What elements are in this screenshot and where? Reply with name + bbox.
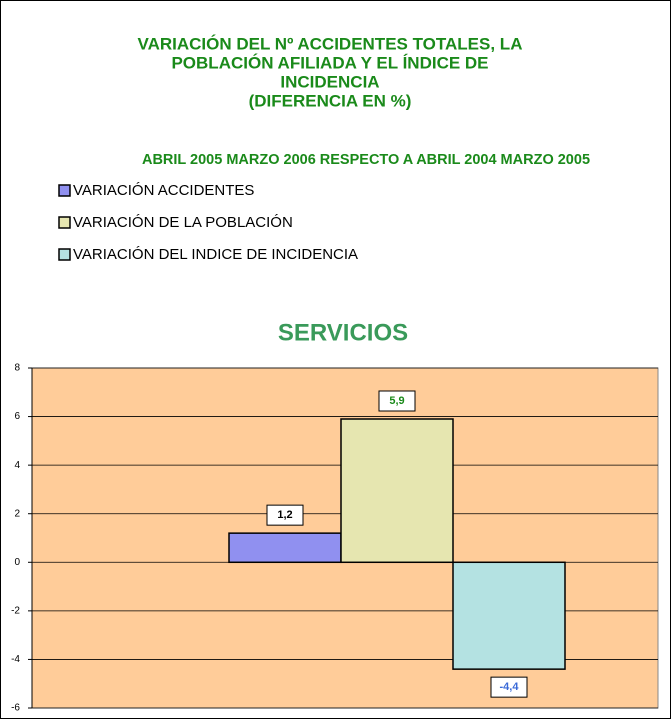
y-tick-label: -4: [11, 654, 20, 665]
legend-swatch: [58, 184, 71, 197]
y-tick-label: 6: [14, 411, 20, 422]
y-tick-label: 8: [14, 363, 20, 374]
y-tick-label: -2: [11, 605, 20, 616]
title-line: VARIACIÓN DEL Nº ACCIDENTES TOTALES, LA: [138, 34, 523, 53]
chart-title: SERVICIOS: [278, 319, 408, 346]
y-tick-label: 4: [14, 460, 20, 471]
value-label-box: [378, 390, 416, 412]
y-tick-label: 2: [14, 508, 20, 519]
title-line: (DIFERENCIA EN %): [249, 91, 412, 110]
subtitle: ABRIL 2005 MARZO 2006 RESPECTO A ABRIL 2…: [142, 152, 590, 168]
value-label: 5,9: [389, 395, 404, 407]
value-label-box: [266, 504, 304, 526]
legend-label: VARIACIÓN ACCIDENTES: [73, 182, 254, 199]
legend-label: VARIACIÓN DEL INDICE DE INCIDENCIA: [73, 246, 358, 263]
legend-swatch: [58, 216, 71, 229]
y-tick-label: -6: [11, 703, 20, 714]
value-label: -4,4: [500, 681, 520, 693]
title-line: INCIDENCIA: [280, 72, 379, 91]
legend-swatch: [58, 248, 71, 261]
value-label: 1,2: [277, 509, 292, 521]
value-label-box: [490, 676, 528, 698]
bar: [452, 561, 566, 670]
legend-label: VARIACIÓN DE LA POBLACIÓN: [73, 214, 293, 231]
bar: [340, 418, 454, 564]
bar: [228, 532, 342, 564]
title-line: POBLACIÓN AFILIADA Y EL ÍNDICE DE: [171, 53, 488, 72]
y-tick-label: 0: [14, 557, 20, 568]
